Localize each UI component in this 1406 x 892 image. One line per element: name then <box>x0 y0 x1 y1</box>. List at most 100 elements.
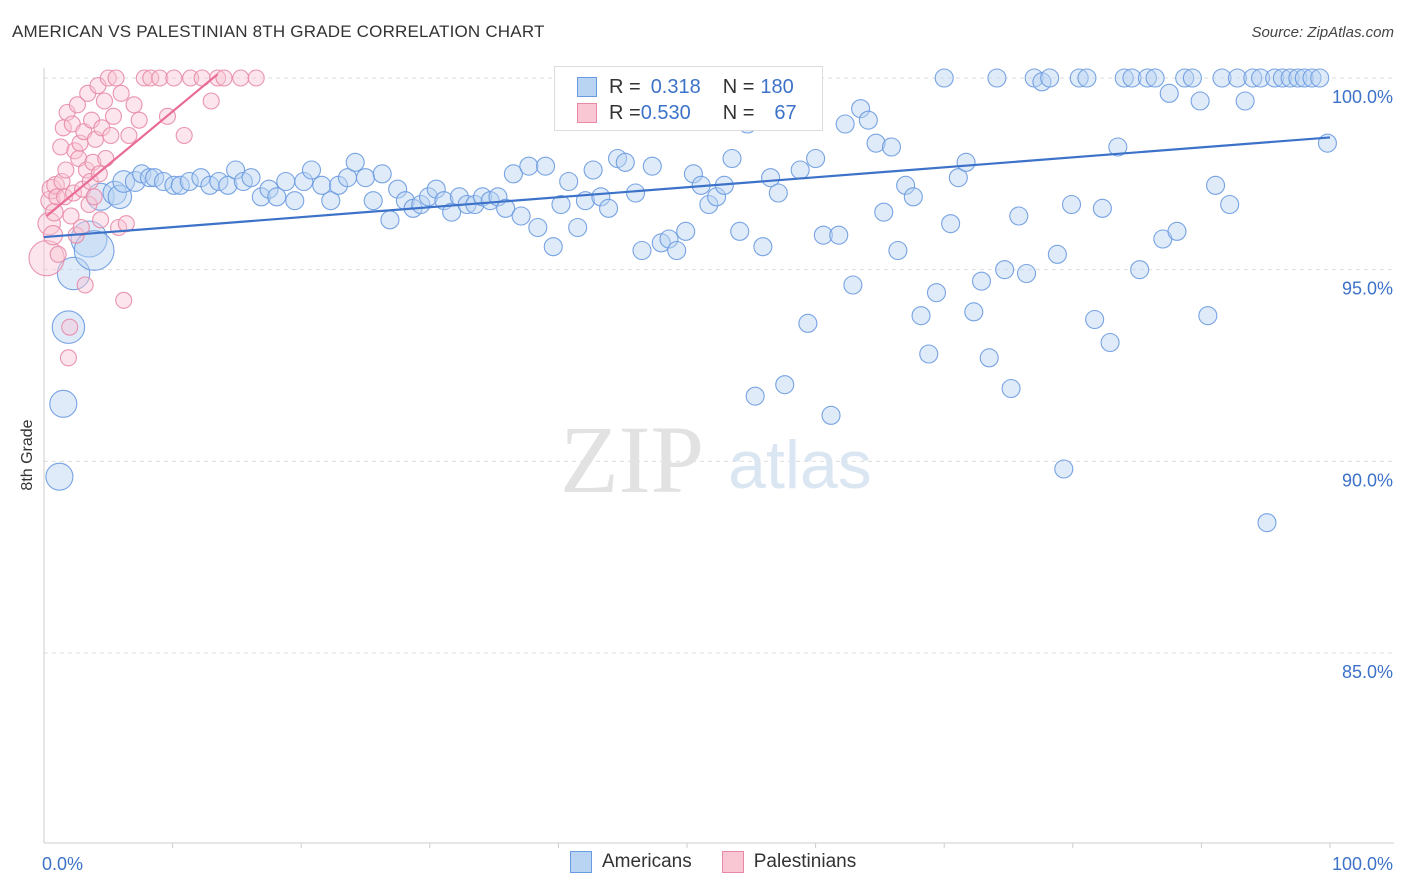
americans-n-label: N = <box>722 75 755 98</box>
grid-lines <box>44 77 1394 654</box>
americans-point <box>615 152 635 172</box>
americans-point <box>345 152 365 172</box>
americans-point <box>1085 309 1105 330</box>
americans-point <box>843 275 863 295</box>
americans-point <box>1077 68 1097 88</box>
americans-point <box>659 229 679 249</box>
americans-point <box>388 179 408 199</box>
americans-point <box>1054 459 1074 479</box>
palestinians-point <box>151 69 169 87</box>
americans-point <box>1235 91 1255 111</box>
americans-point <box>987 68 1007 88</box>
source-label: Source: ZipAtlas.com <box>1251 24 1394 41</box>
americans-point <box>51 310 86 344</box>
americans-point <box>829 225 849 245</box>
palestinians-point <box>165 69 183 87</box>
palestinians-point <box>59 349 77 367</box>
y-tick-label: 85.0% <box>1342 662 1393 682</box>
trend-lines <box>43 73 1331 239</box>
palestinians-point <box>68 96 86 114</box>
americans-point <box>699 194 719 215</box>
americans-point <box>1016 263 1037 284</box>
palestinians-point <box>215 69 233 87</box>
americans-point <box>164 175 184 195</box>
americans-point <box>355 168 376 188</box>
palestinians-point <box>112 84 130 102</box>
x-tick-label-right: 100.0% <box>1332 854 1393 874</box>
palestinians-point <box>209 69 227 87</box>
palestinians-point <box>92 211 110 229</box>
americans-point <box>903 187 923 207</box>
legend-row-americans: R = 0.318 N = 180 <box>577 75 794 99</box>
americans-swatch <box>577 77 597 97</box>
americans-point <box>874 202 894 222</box>
americans-point <box>896 175 916 195</box>
americans-point <box>1092 198 1112 218</box>
americans-point <box>1294 68 1314 88</box>
palestinians-point <box>95 92 113 110</box>
americans-point <box>1251 68 1271 88</box>
watermark: ZIP atlas <box>560 406 872 513</box>
palestinians-point <box>76 276 94 294</box>
americans-point <box>568 217 588 238</box>
palestinians-point <box>247 69 265 87</box>
americans-point <box>583 160 603 180</box>
americans-point <box>1190 91 1210 111</box>
americans-point <box>1243 68 1263 88</box>
americans-point <box>851 99 871 119</box>
americans-point <box>294 171 314 192</box>
palestinians-r-value: 0.530 <box>640 101 691 124</box>
americans-point <box>1047 244 1067 264</box>
palestinians-point <box>120 126 138 145</box>
americans-point <box>1145 68 1165 88</box>
americans-point <box>1137 68 1157 88</box>
americans-point <box>1100 332 1120 353</box>
legend-item-americans[interactable]: Americans <box>570 851 692 873</box>
americans-point <box>380 210 400 230</box>
americans-point <box>251 187 271 207</box>
americans-point <box>1198 306 1218 326</box>
chart-title: AMERICAN VS PALESTINIAN 8TH GRADE CORREL… <box>12 22 545 41</box>
americans-point <box>1302 68 1322 88</box>
americans-point <box>821 405 841 425</box>
americans-point <box>676 221 696 241</box>
palestinians-point <box>104 107 122 125</box>
y-tick-label: 100.0% <box>1332 87 1393 107</box>
americans-point <box>707 187 727 207</box>
americans-trend-line <box>43 136 1331 239</box>
palestinians-point <box>182 69 200 87</box>
americans-point <box>1205 175 1226 195</box>
americans-point <box>503 164 523 184</box>
americans-point <box>768 183 788 203</box>
palestinians-point <box>102 126 120 145</box>
americans-point <box>1108 137 1128 157</box>
americans-point <box>426 179 446 199</box>
americans-point <box>241 168 261 188</box>
americans-point <box>218 175 238 195</box>
y-tick-label: 90.0% <box>1342 470 1393 490</box>
americans-point <box>1001 378 1021 399</box>
americans-point <box>1114 68 1134 88</box>
americans-point <box>1122 68 1142 88</box>
americans-point <box>835 114 855 134</box>
americans-point <box>798 313 818 333</box>
americans-point <box>979 348 999 368</box>
americans-point <box>730 221 750 241</box>
americans-point <box>418 187 439 207</box>
americans-point <box>722 148 742 169</box>
americans-point <box>813 225 833 245</box>
americans-point <box>442 202 462 222</box>
palestinians-point <box>57 161 75 179</box>
palestinians-point <box>175 126 193 145</box>
americans-point <box>551 194 571 215</box>
americans-r-value: 0.318 <box>650 75 701 98</box>
palestinians-point <box>49 245 67 263</box>
americans-point <box>881 137 902 157</box>
americans-point <box>775 375 795 395</box>
legend-row-palestinians: R = 0.530 N = 67 <box>577 101 797 125</box>
tick-labels: 100.0% 95.0% 90.0% 85.0% 0.0% 100.0% <box>42 87 1393 874</box>
palestinians-point <box>130 111 148 129</box>
legend-item-palestinians[interactable]: Palestinians <box>721 851 856 873</box>
americans-legend-swatch <box>570 851 592 873</box>
watermark-zip: ZIP <box>560 406 704 513</box>
